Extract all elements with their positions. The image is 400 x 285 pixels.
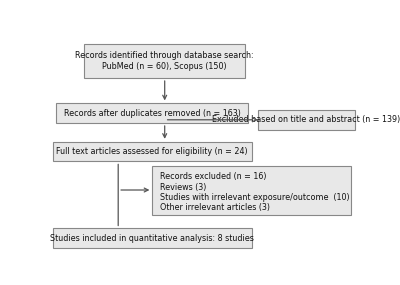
FancyBboxPatch shape [258, 110, 355, 130]
Text: Records identified through database search:
PubMed (n = 60), Scopus (150): Records identified through database sear… [75, 51, 254, 71]
Text: Records after duplicates removed (n = 163): Records after duplicates removed (n = 16… [64, 109, 241, 118]
Text: Reviews (3): Reviews (3) [160, 183, 206, 192]
FancyBboxPatch shape [53, 228, 252, 248]
Text: Studies included in quantitative analysis: 8 studies: Studies included in quantitative analysi… [50, 234, 254, 243]
FancyBboxPatch shape [56, 103, 248, 123]
FancyBboxPatch shape [152, 166, 351, 215]
FancyBboxPatch shape [84, 44, 245, 78]
Text: Records excluded (n = 16): Records excluded (n = 16) [160, 172, 266, 181]
Text: Studies with irrelevant exposure/outcome  (10): Studies with irrelevant exposure/outcome… [160, 193, 350, 202]
Text: Excluded based on title and abstract (n = 139): Excluded based on title and abstract (n … [212, 115, 400, 124]
FancyBboxPatch shape [53, 142, 252, 162]
Text: Full text articles assessed for eligibility (n = 24): Full text articles assessed for eligibil… [56, 147, 248, 156]
Text: Other irrelevant articles (3): Other irrelevant articles (3) [160, 203, 270, 212]
